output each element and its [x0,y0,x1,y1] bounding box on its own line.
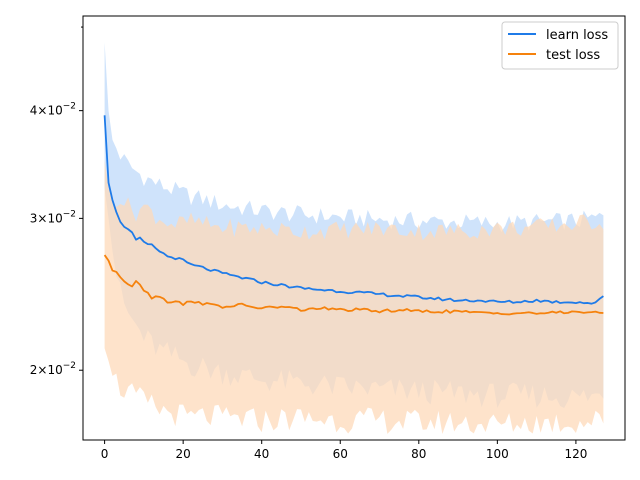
y-tick-label: 3×10−2 [30,209,76,225]
x-tick-label: 60 [333,447,348,461]
x-tick-label: 0 [101,447,109,461]
legend-label: test loss [546,48,600,63]
legend: learn loss test loss [501,21,619,70]
y-axis: 2×10−2 3×10−2 4×10−2 [30,26,83,377]
line-test-loss [103,254,604,316]
plot-frame [82,15,626,441]
x-tick-label: 120 [564,447,587,461]
confidence-bands [104,42,604,435]
y-tick-label: 2×10−2 [30,361,76,377]
line-learn-loss [103,115,604,305]
x-tick-label: 40 [254,447,269,461]
band-test-loss [104,160,604,435]
y-tick-label: 4×10−2 [30,102,76,118]
x-tick-label: 20 [176,447,191,461]
x-axis: 0 20 40 60 80 100 120 [101,440,587,461]
x-tick-label: 100 [486,447,509,461]
mean-lines [103,115,604,316]
legend-label: learn loss [546,28,608,43]
x-tick-label: 80 [411,447,426,461]
